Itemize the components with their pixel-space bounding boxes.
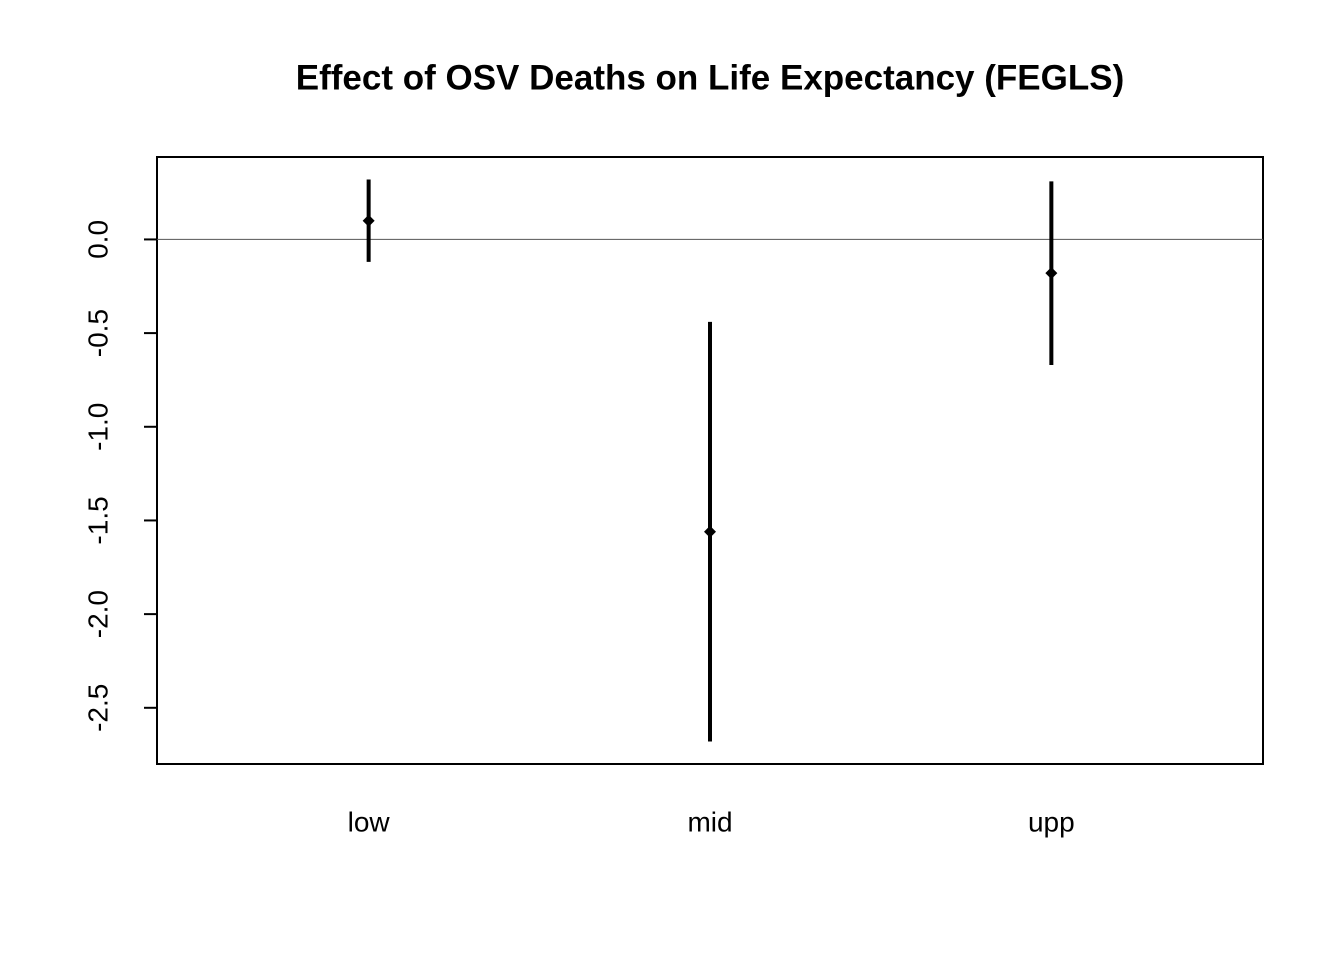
x-tick-label: mid [687, 806, 732, 837]
point [704, 525, 716, 538]
y-tick-label: 0.0 [82, 220, 113, 259]
x-tick-label: low [348, 806, 391, 837]
point [362, 214, 375, 227]
y-tick-label: -2.5 [82, 684, 113, 732]
x-tick-label: upp [1028, 806, 1075, 837]
plot-frame [156, 156, 1264, 765]
y-tick-label: -1.5 [82, 496, 113, 544]
chart-title: Effect of OSV Deaths on Life Expectancy … [296, 58, 1124, 97]
y-tick-label: -2.0 [82, 590, 113, 638]
y-tick-label: -1.0 [82, 403, 113, 451]
y-tick-label: -0.5 [82, 309, 113, 357]
point [1045, 267, 1058, 280]
